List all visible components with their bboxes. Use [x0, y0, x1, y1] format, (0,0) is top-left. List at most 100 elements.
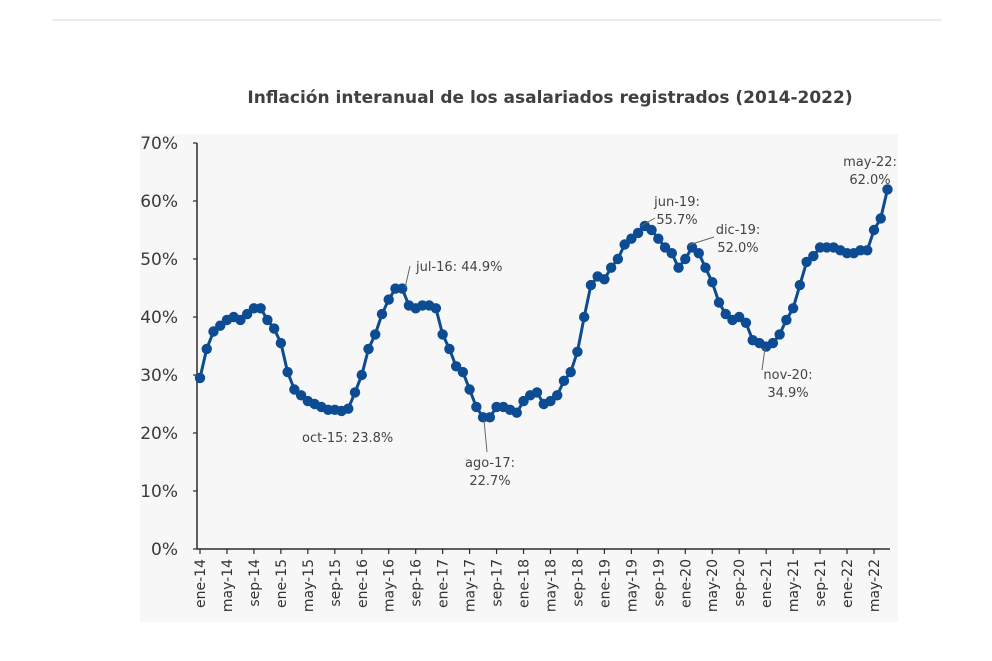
data-point [518, 395, 529, 407]
data-point [632, 227, 644, 239]
annotation-label: ago-17: [465, 456, 515, 471]
data-point [808, 250, 819, 262]
data-point [349, 387, 361, 398]
data-point [787, 303, 799, 314]
annotation-label: 22.7% [469, 474, 510, 489]
data-point [774, 329, 785, 340]
data-point [599, 274, 610, 285]
x-tick-label: sep-19 [651, 559, 667, 607]
y-tick-label: 0% [151, 540, 178, 560]
data-point [626, 233, 637, 244]
annotation-label: 55.7% [656, 213, 697, 228]
data-point [578, 311, 590, 323]
y-tick-label: 60% [140, 192, 178, 212]
data-point [680, 253, 691, 265]
annotation-label: 34.9% [767, 386, 808, 401]
data-point [268, 323, 280, 334]
data-point [673, 262, 684, 273]
x-tick-label: may-21 [786, 559, 802, 612]
data-point [215, 320, 226, 331]
data-point [235, 314, 246, 326]
data-point [619, 239, 630, 250]
annotation-label: 52.0% [717, 241, 758, 256]
data-point [194, 372, 206, 384]
y-tick-label: 70% [140, 134, 178, 154]
annotation-label: dic-19: [716, 223, 761, 238]
x-tick-label: sep-18 [570, 559, 586, 607]
data-point [356, 369, 367, 381]
plot-background [140, 134, 898, 622]
y-tick-label: 40% [140, 308, 178, 328]
x-tick-label: may-16 [382, 559, 398, 612]
data-point [882, 184, 893, 195]
data-point [457, 366, 469, 378]
data-point [875, 213, 886, 224]
data-point [282, 366, 293, 378]
x-tick-label: may-20 [705, 559, 721, 612]
annotation-leader-line [483, 419, 488, 453]
annotation-leader-line [688, 236, 715, 246]
annotation-leader-line [404, 265, 411, 289]
data-point [255, 303, 266, 314]
data-point [605, 262, 617, 273]
annotation-leader-line [761, 347, 766, 371]
y-tick-label: 50% [140, 250, 178, 270]
data-point [208, 326, 219, 337]
data-point [585, 279, 597, 291]
data-point [545, 395, 556, 407]
x-tick-label: sep-14 [247, 559, 263, 607]
data-point [201, 343, 212, 355]
data-point [734, 311, 745, 323]
x-tick-label: sep-15 [328, 559, 344, 607]
data-point [343, 403, 354, 414]
annotation-label: nov-20: [763, 368, 812, 383]
x-tick-label: sep-21 [813, 559, 829, 607]
data-point [450, 361, 462, 372]
x-tick-label: sep-16 [409, 559, 425, 607]
data-point [383, 294, 394, 305]
data-point [464, 384, 475, 395]
annotation-label: jun-19: [653, 195, 700, 210]
data-point [437, 329, 448, 340]
x-tick-label: ene-15 [274, 559, 290, 608]
annotation-label: jul-16: 44.9% [415, 260, 503, 275]
data-point [693, 248, 704, 259]
x-tick-label: ene-19 [597, 559, 613, 608]
data-point [707, 277, 718, 288]
data-point [646, 224, 657, 236]
data-point [289, 384, 300, 395]
x-tick-label: ene-22 [840, 559, 856, 608]
data-point [363, 343, 374, 355]
data-point [558, 375, 570, 386]
data-point [572, 346, 583, 357]
x-tick-label: may-22 [867, 559, 883, 612]
data-point [868, 224, 880, 236]
x-tick-label: sep-17 [490, 559, 506, 607]
y-tick-label: 20% [140, 424, 178, 444]
x-tick-label: ene-16 [355, 559, 371, 608]
x-tick-label: ene-14 [193, 559, 209, 608]
annotation-label: oct-15: 23.8% [302, 431, 393, 446]
data-point [241, 308, 253, 320]
data-point [376, 308, 388, 320]
data-point [767, 337, 779, 349]
data-point [370, 329, 381, 340]
data-point [666, 248, 677, 259]
series-line [198, 189, 889, 419]
data-point [262, 314, 273, 326]
data-point [552, 390, 563, 401]
top-divider [52, 19, 942, 21]
data-point [484, 412, 496, 423]
y-tick-label: 10% [140, 482, 178, 502]
chart-title: Inflación interanual de los asalariados … [247, 88, 853, 108]
data-point [397, 283, 408, 294]
y-tick-label: 30% [140, 366, 178, 386]
x-tick-label: ene-21 [759, 559, 775, 608]
data-point [444, 343, 455, 355]
data-point [531, 387, 543, 398]
data-point [720, 308, 731, 320]
data-point [801, 256, 812, 268]
x-tick-label: may-18 [543, 559, 559, 612]
x-tick-label: may-14 [220, 559, 236, 612]
